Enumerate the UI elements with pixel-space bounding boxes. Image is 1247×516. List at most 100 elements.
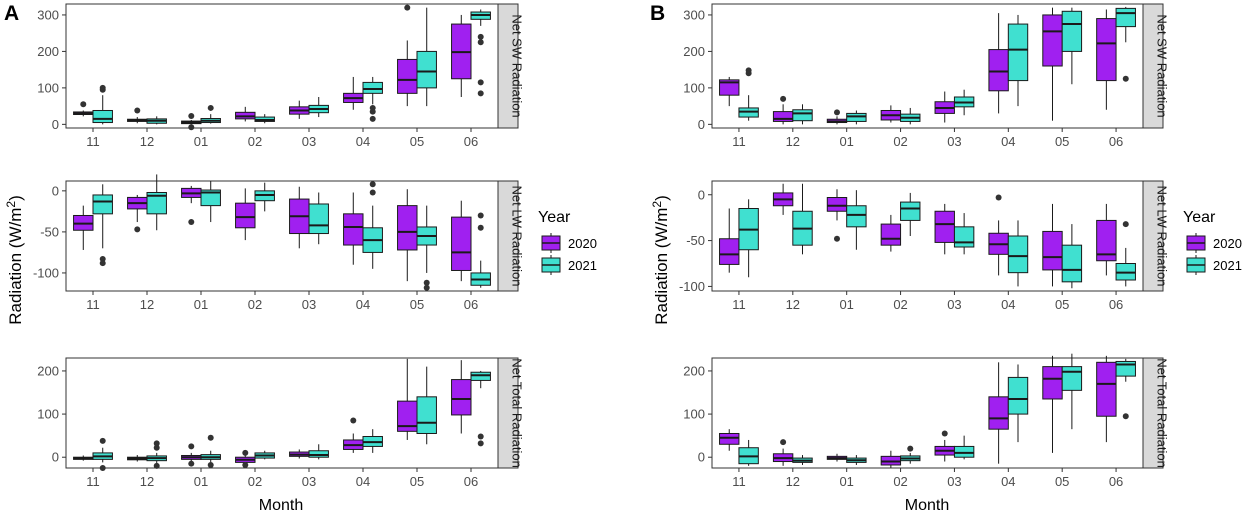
- legend-title: Year: [1183, 209, 1216, 226]
- outlier-point: [99, 255, 106, 262]
- box-body: [200, 189, 221, 207]
- x-tick-label: 05: [410, 297, 424, 312]
- box-body: [988, 49, 1009, 92]
- outlier-point: [99, 260, 106, 267]
- box-body: [343, 213, 364, 246]
- outlier-point: [350, 417, 357, 424]
- facet-strip: [497, 180, 519, 292]
- outlier-point: [242, 461, 249, 468]
- box-body: [934, 210, 955, 243]
- box-body: [416, 50, 437, 89]
- y-tick-label: 100: [683, 407, 705, 422]
- box-2020-02: [235, 106, 256, 122]
- outlier-point: [188, 124, 195, 131]
- box-2021-05: [1061, 224, 1083, 289]
- box-2020-03: [934, 430, 955, 462]
- x-tick-label: 03: [302, 134, 316, 149]
- outlier-point: [134, 226, 141, 233]
- x-tick-label: 04: [1001, 297, 1015, 312]
- x-tick-label: 11: [86, 297, 100, 312]
- box-body: [1115, 7, 1136, 28]
- box-2021-11: [92, 184, 113, 267]
- outlier-point: [404, 4, 411, 11]
- box-2021-01: [200, 434, 221, 468]
- box-body: [1042, 14, 1063, 67]
- box-2021-04: [362, 76, 383, 122]
- box-2021-06: [1115, 6, 1136, 82]
- x-tick-label: 02: [248, 297, 262, 312]
- box-2021-12: [792, 455, 813, 465]
- box-2020-06: [1096, 9, 1117, 110]
- y-tick-label: -50: [686, 233, 705, 248]
- outlier-point: [80, 101, 87, 108]
- box-body: [880, 223, 902, 246]
- box-2020-11: [73, 205, 94, 250]
- x-tick-label: 06: [1109, 297, 1123, 312]
- box-body: [900, 201, 921, 221]
- box-2020-05: [1042, 355, 1063, 453]
- outlier-point: [780, 439, 787, 446]
- legend-label-2020: 2020: [1213, 236, 1242, 251]
- box-body: [362, 81, 383, 94]
- y-tick-label: 0: [52, 183, 59, 198]
- x-tick-label: 05: [1055, 297, 1069, 312]
- outlier-point: [477, 212, 484, 219]
- box-2021-11: [92, 84, 113, 125]
- box-2021-04: [362, 429, 383, 453]
- x-tick-label: 03: [302, 297, 316, 312]
- box-body: [451, 216, 472, 271]
- box-2020-12: [127, 455, 148, 462]
- y-tick-label: 100: [683, 80, 705, 95]
- box-body: [308, 450, 329, 458]
- outlier-point: [207, 461, 214, 468]
- outlier-point: [1122, 75, 1129, 82]
- y-tick-label: 100: [37, 407, 59, 422]
- y-tick-label: 200: [37, 44, 59, 59]
- box-2021-11: [738, 67, 759, 121]
- box-2021-02: [254, 450, 275, 460]
- box-2021-01: [846, 110, 867, 125]
- outlier-point: [134, 107, 141, 114]
- box-2021-04: [1007, 364, 1029, 443]
- outlier-point: [477, 79, 484, 86]
- box-2020-06: [1096, 355, 1117, 443]
- y-tick-label: -100: [33, 265, 59, 280]
- y-tick-label: 200: [37, 363, 59, 378]
- box-2020-06: [451, 200, 472, 282]
- box-2020-06: [451, 14, 472, 97]
- x-tick-label: 01: [839, 134, 853, 149]
- box-body: [1007, 376, 1029, 415]
- x-axis-title-a: Month: [259, 497, 303, 514]
- x-tick-label: 01: [194, 297, 208, 312]
- box-2021-05: [416, 366, 437, 445]
- box-2021-01: [200, 104, 221, 124]
- facet-strip-label: Net SW Radiation: [510, 14, 525, 117]
- box-2021-02: [900, 107, 921, 125]
- outlier-point: [745, 67, 752, 74]
- box-body: [416, 396, 437, 434]
- x-tick-label: 02: [248, 474, 262, 489]
- x-tick-label: 12: [786, 134, 800, 149]
- box-body: [146, 191, 167, 215]
- outlier-point: [423, 279, 430, 286]
- box-2021-05: [416, 205, 437, 291]
- box-body: [719, 79, 740, 96]
- outlier-point: [369, 108, 376, 115]
- panel-label-b: B: [650, 2, 665, 25]
- x-tick-label: 12: [140, 297, 154, 312]
- box-2020-12: [772, 439, 794, 466]
- box-2020-01: [181, 443, 202, 467]
- box-2021-12: [146, 440, 167, 469]
- facet-net-total-radiation: Net Total Radiation 0 100 200 11 12 01 02 03 04 05…: [683, 353, 1170, 489]
- outlier-point: [1122, 413, 1129, 420]
- box-body: [470, 371, 491, 381]
- box-2021-05: [416, 7, 437, 107]
- box-2021-02: [254, 182, 275, 212]
- box-2020-01: [826, 109, 848, 125]
- outlier-point: [477, 39, 484, 46]
- outlier-point: [833, 235, 840, 242]
- box-2021-12: [792, 104, 813, 125]
- outlier-point: [907, 445, 914, 452]
- box-2020-11: [719, 76, 740, 107]
